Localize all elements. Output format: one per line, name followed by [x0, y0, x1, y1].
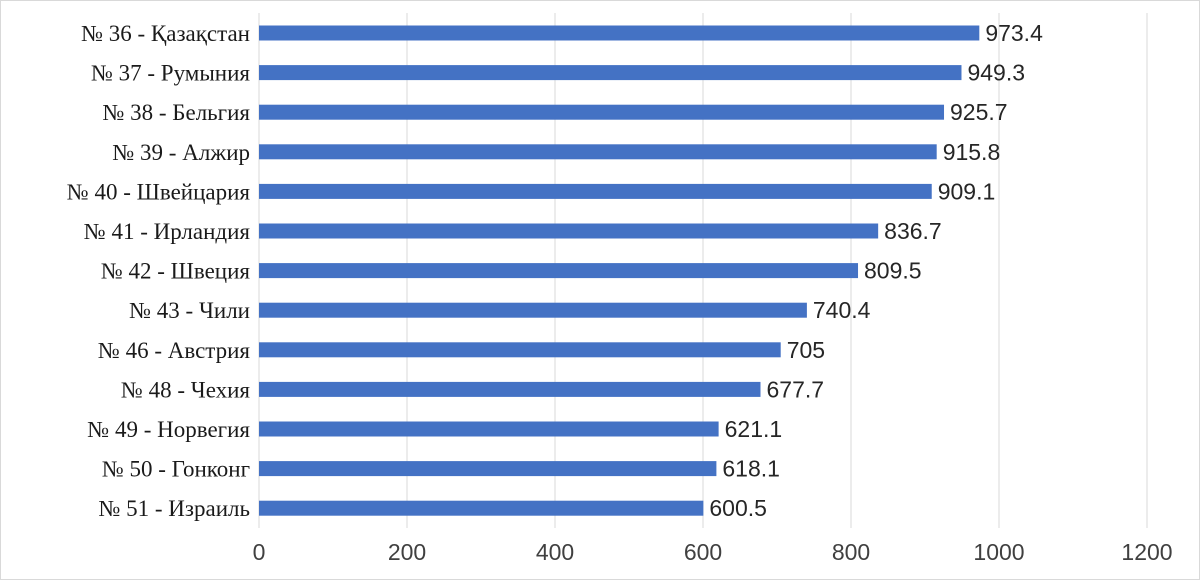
category-label: № 41 - Ирландия [84, 219, 251, 244]
category-label: № 43 - Чили [129, 298, 250, 323]
bars [259, 25, 980, 516]
data-label: 949.3 [967, 60, 1025, 86]
bar [259, 302, 807, 318]
bar [259, 183, 932, 199]
x-tick-label: 200 [388, 539, 426, 565]
bar [259, 65, 962, 81]
data-label: 909.1 [938, 178, 996, 204]
x-tick-label: 600 [684, 539, 722, 565]
bar [259, 421, 719, 437]
data-label: 925.7 [950, 99, 1008, 125]
data-label: 618.1 [722, 456, 780, 482]
data-label: 809.5 [864, 258, 922, 284]
data-label: 621.1 [725, 416, 783, 442]
category-label: № 50 - Гонконг [102, 457, 250, 482]
value-labels: 973.4 949.3 925.7 915.8 909.1 836.7 809.5 740.4… [709, 20, 1043, 521]
category-label: № 38 - Бельгия [102, 100, 250, 125]
bar [259, 223, 879, 239]
category-label: № 49 - Норвегия [87, 417, 250, 442]
category-label: № 46 - Австрия [98, 338, 251, 363]
data-label: 740.4 [813, 297, 871, 323]
x-axis-tick-labels: 0 200 400 600 800 1000 1200 [253, 539, 1173, 565]
category-labels: № 36 - Қазақстан № 37 - Румыния № 38 - Бел… [67, 21, 251, 521]
data-label: 677.7 [766, 376, 824, 402]
category-label: № 51 - Израиль [98, 496, 250, 521]
x-tick-label: 1000 [973, 539, 1024, 565]
category-label: № 42 - Швеция [101, 259, 251, 284]
data-label: 836.7 [884, 218, 942, 244]
category-label: № 37 - Румыния [91, 61, 250, 86]
data-label: 705 [787, 337, 825, 363]
bar [259, 104, 945, 120]
data-label: 915.8 [943, 139, 1001, 165]
x-tick-label: 1200 [1121, 539, 1172, 565]
bar [259, 381, 761, 397]
bar [259, 500, 704, 516]
category-label: № 39 - Алжир [112, 140, 250, 165]
category-label: № 36 - Қазақстан [81, 21, 250, 46]
category-label: № 48 - Чехия [121, 377, 251, 402]
bar [259, 144, 937, 160]
bar [259, 263, 859, 279]
bar [259, 342, 781, 358]
data-label: 600.5 [709, 495, 767, 521]
bar [259, 461, 717, 477]
x-tick-label: 0 [253, 539, 266, 565]
category-label: № 40 - Швейцария [67, 179, 251, 204]
data-label: 973.4 [985, 20, 1043, 46]
x-tick-label: 400 [536, 539, 574, 565]
x-tick-label: 800 [832, 539, 870, 565]
bar [259, 25, 980, 41]
